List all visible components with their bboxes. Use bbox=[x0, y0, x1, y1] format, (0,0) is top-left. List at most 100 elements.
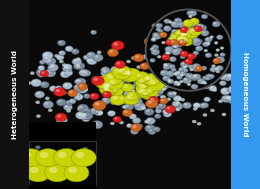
Circle shape bbox=[85, 124, 89, 127]
Circle shape bbox=[148, 51, 158, 59]
Circle shape bbox=[195, 24, 204, 30]
Circle shape bbox=[170, 39, 178, 45]
Circle shape bbox=[151, 46, 157, 51]
Circle shape bbox=[84, 56, 87, 58]
Circle shape bbox=[210, 86, 213, 88]
Circle shape bbox=[41, 70, 45, 73]
Circle shape bbox=[131, 124, 141, 132]
Circle shape bbox=[197, 52, 201, 55]
Circle shape bbox=[77, 104, 88, 112]
Circle shape bbox=[197, 78, 205, 84]
Circle shape bbox=[147, 39, 151, 41]
Circle shape bbox=[206, 42, 210, 45]
Circle shape bbox=[71, 149, 96, 167]
Circle shape bbox=[181, 72, 184, 73]
Circle shape bbox=[137, 66, 141, 69]
Circle shape bbox=[71, 133, 76, 136]
Circle shape bbox=[149, 129, 152, 132]
Circle shape bbox=[203, 84, 205, 85]
Circle shape bbox=[223, 74, 233, 81]
Circle shape bbox=[148, 101, 152, 104]
Circle shape bbox=[117, 70, 121, 73]
Circle shape bbox=[142, 106, 146, 109]
Circle shape bbox=[134, 80, 145, 88]
Circle shape bbox=[182, 28, 185, 30]
Circle shape bbox=[130, 115, 133, 117]
Circle shape bbox=[107, 74, 113, 79]
Circle shape bbox=[39, 66, 42, 68]
Circle shape bbox=[159, 65, 167, 71]
Circle shape bbox=[39, 60, 45, 64]
Circle shape bbox=[70, 99, 73, 101]
Circle shape bbox=[150, 53, 153, 55]
Circle shape bbox=[18, 149, 43, 167]
Circle shape bbox=[199, 103, 207, 108]
Circle shape bbox=[181, 32, 192, 40]
Circle shape bbox=[101, 69, 112, 77]
Circle shape bbox=[162, 76, 170, 81]
Circle shape bbox=[173, 82, 176, 84]
Circle shape bbox=[81, 165, 86, 169]
Circle shape bbox=[64, 84, 68, 86]
Circle shape bbox=[197, 39, 202, 43]
Circle shape bbox=[103, 77, 105, 79]
Circle shape bbox=[131, 56, 135, 59]
Circle shape bbox=[104, 88, 114, 95]
Circle shape bbox=[213, 88, 217, 91]
Circle shape bbox=[95, 110, 103, 116]
Circle shape bbox=[106, 71, 117, 79]
Circle shape bbox=[106, 89, 109, 92]
Circle shape bbox=[168, 92, 176, 98]
Circle shape bbox=[145, 125, 155, 132]
Circle shape bbox=[130, 129, 138, 134]
Circle shape bbox=[124, 110, 127, 113]
Circle shape bbox=[215, 67, 218, 70]
Circle shape bbox=[173, 39, 177, 41]
Circle shape bbox=[206, 54, 209, 55]
Circle shape bbox=[101, 67, 110, 74]
Circle shape bbox=[146, 104, 151, 107]
Circle shape bbox=[69, 99, 76, 104]
Circle shape bbox=[164, 66, 167, 67]
Circle shape bbox=[132, 71, 135, 73]
Circle shape bbox=[142, 54, 150, 59]
Circle shape bbox=[148, 75, 152, 78]
Circle shape bbox=[206, 83, 210, 86]
Circle shape bbox=[220, 53, 225, 57]
Circle shape bbox=[174, 30, 186, 38]
Circle shape bbox=[182, 85, 186, 88]
Circle shape bbox=[146, 99, 158, 108]
Circle shape bbox=[190, 68, 193, 71]
Circle shape bbox=[135, 77, 139, 80]
Circle shape bbox=[204, 85, 206, 87]
Circle shape bbox=[217, 35, 223, 40]
Circle shape bbox=[197, 122, 201, 125]
Circle shape bbox=[169, 60, 171, 62]
Circle shape bbox=[175, 48, 178, 50]
Circle shape bbox=[201, 14, 208, 19]
Circle shape bbox=[152, 23, 158, 28]
Circle shape bbox=[64, 164, 89, 182]
Circle shape bbox=[143, 73, 160, 86]
Circle shape bbox=[159, 32, 167, 38]
Circle shape bbox=[210, 67, 217, 72]
Circle shape bbox=[180, 55, 186, 59]
Circle shape bbox=[60, 70, 70, 78]
Circle shape bbox=[150, 75, 154, 78]
Circle shape bbox=[153, 33, 161, 39]
Bar bbox=[0, 0, 29, 189]
Circle shape bbox=[95, 102, 100, 106]
Circle shape bbox=[111, 100, 114, 102]
Circle shape bbox=[177, 22, 186, 28]
Circle shape bbox=[229, 99, 232, 101]
Circle shape bbox=[82, 147, 88, 151]
Circle shape bbox=[76, 152, 84, 158]
Circle shape bbox=[126, 91, 139, 101]
Circle shape bbox=[75, 112, 86, 119]
Circle shape bbox=[78, 83, 88, 90]
Circle shape bbox=[186, 58, 195, 64]
Circle shape bbox=[50, 64, 55, 67]
Circle shape bbox=[144, 120, 148, 123]
Circle shape bbox=[173, 50, 176, 52]
Circle shape bbox=[173, 81, 179, 86]
